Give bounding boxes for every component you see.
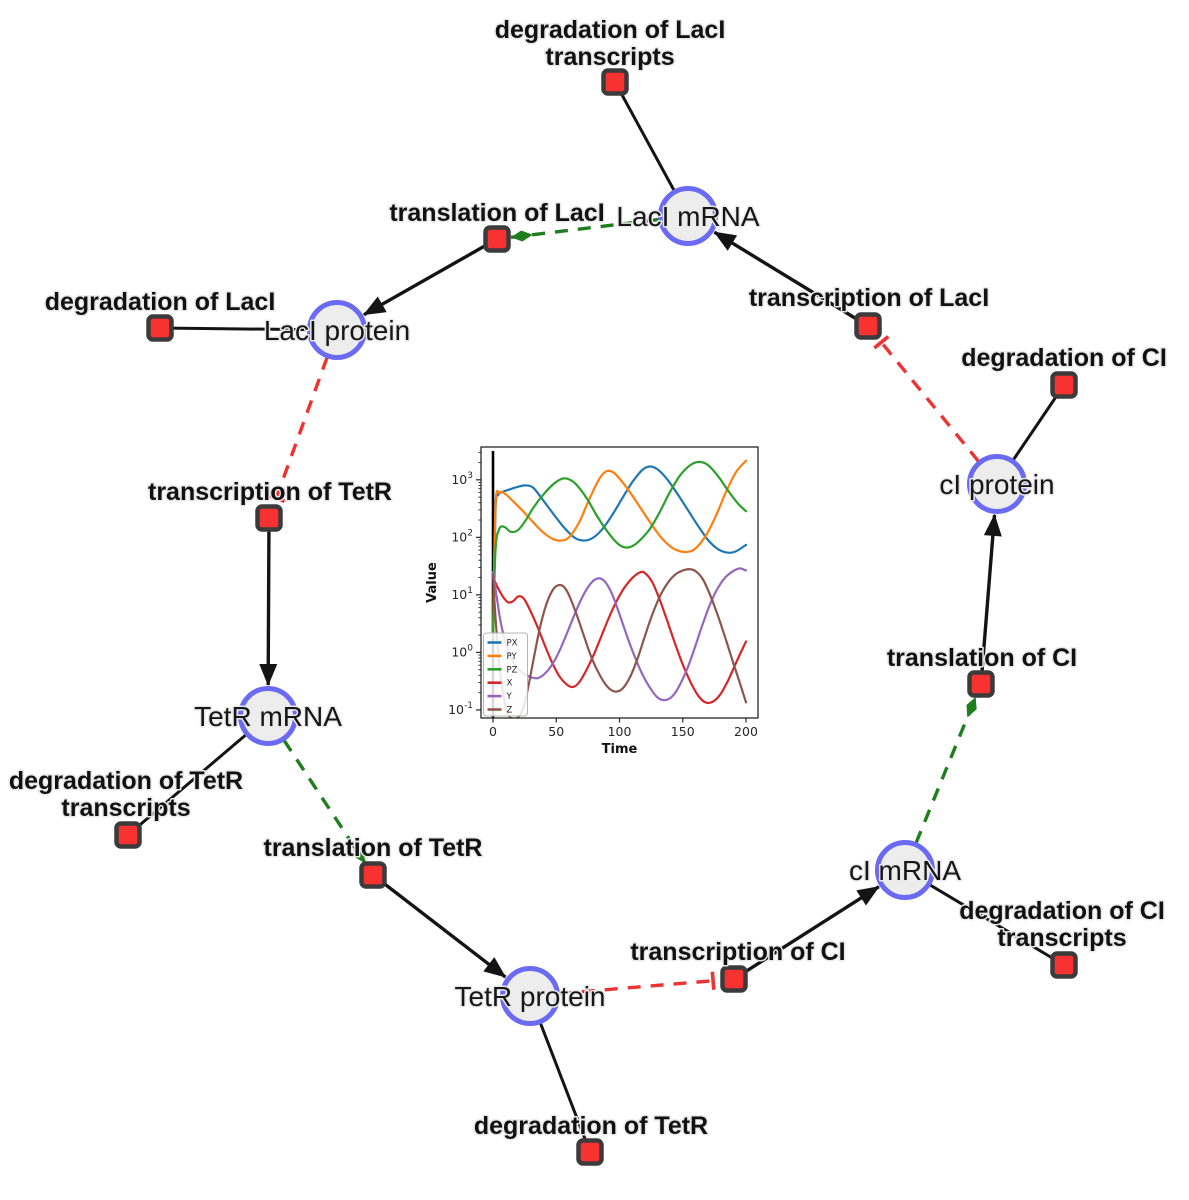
x-tick-label-150: 150 [671, 724, 695, 739]
reaction-label-tl_tetr-line0: translation of TetR [264, 834, 483, 862]
reaction-label-deg_laci_tr-line1: transcripts [545, 43, 674, 71]
edge-production-tc_ci-to-ci_mrna [733, 885, 880, 981]
y-tick-label-1e3: 103 [451, 471, 473, 487]
labels-layer: LacI mRNA LacI protein TetR mRNA TetR prote… [7, 15, 1168, 1142]
edge-modifier-laci_mrna-to-tl_laci [510, 217, 660, 242]
species-node-tetr_protein[interactable] [500, 966, 560, 1026]
edge-production-tl_tetr-to-tetr_protein [371, 873, 507, 979]
species-label-laci_mrna: LacI mRNA [616, 201, 759, 232]
species-node-ci_protein[interactable] [967, 454, 1027, 514]
species-label-ci_mrna: cI mRNA [849, 855, 961, 886]
edge-consumption-tetr_mrna-to-deg_tetr_tr [127, 714, 269, 837]
y-tick-label-1e0: 100 [451, 643, 473, 659]
x-tick-label-100: 100 [608, 724, 632, 739]
edge-production-tl_ci-to-ci_protein [979, 513, 1002, 685]
series-curve-PY [491, 459, 748, 639]
reaction-node-tc_tetr[interactable] [255, 504, 283, 532]
edge-inhibition-laci_protein-to-tc_tetr [267, 356, 329, 504]
edge-inhibition-tetr_protein-to-tc_ci [558, 971, 716, 996]
species-label-ci_protein: cI protein [939, 469, 1054, 500]
x-tick-label-200: 200 [734, 724, 758, 739]
legend-entry-PX: PX [507, 639, 518, 649]
reaction-label-tl_ci-line0: translation of CI [887, 644, 1077, 672]
legend-entry-Y: Y [506, 692, 513, 702]
reaction-label-deg_ci-line0: degradation of CI [961, 344, 1167, 372]
species-label-tetr_mrna: TetR mRNA [194, 701, 342, 732]
species-node-tetr_mrna[interactable] [238, 686, 298, 746]
edge-production-tc_laci-to-laci_mrna [713, 230, 869, 328]
series-curve-PZ [491, 460, 748, 639]
reaction-label-tc_ci-line0: transcription of CI [630, 938, 845, 966]
legend-box [483, 632, 528, 717]
species-label-laci_protein: LacI protein [264, 315, 410, 346]
reaction-node-deg_tetr[interactable] [576, 1138, 604, 1166]
reaction-label-tc_laci-line0: transcription of LacI [749, 284, 989, 312]
legend-entry-Z: Z [507, 706, 513, 716]
reaction-label-tl_laci-line0: translation of LacI [389, 199, 604, 227]
reaction-label-deg_laci_tr-line0: degradation of LacI [495, 16, 726, 44]
edge-production-tl_laci-to-laci_protein [363, 237, 498, 317]
x-tick-label-0: 0 [489, 724, 497, 739]
reaction-node-tl_laci[interactable] [483, 225, 511, 253]
reaction-label-deg_tetr_tr-line0: degradation of TetR [9, 767, 243, 795]
edge-modifier-ci_mrna-to-tl_ci [914, 696, 978, 844]
legend-entry-PY: PY [507, 652, 518, 662]
series-curve-X [491, 570, 748, 705]
reaction-node-tc_ci[interactable] [720, 965, 748, 993]
reaction-node-deg_ci_tr[interactable] [1050, 951, 1078, 979]
species-node-laci_mrna[interactable] [658, 186, 718, 246]
legend-entry-X: X [507, 679, 513, 689]
reaction-label-deg_tetr-line0: degradation of TetR [474, 1112, 708, 1140]
reaction-label-deg_tetr_tr-line1: transcripts [61, 794, 190, 822]
reaction-node-deg_tetr_tr[interactable] [114, 821, 142, 849]
reaction-node-tl_ci[interactable] [967, 670, 995, 698]
x-tick-label-50: 50 [548, 724, 564, 739]
reaction-label-deg_ci_tr-line0: degradation of CI [959, 897, 1165, 925]
reaction-label-deg_ci_tr-line1: transcripts [997, 924, 1126, 952]
y-axis-label: Value [425, 562, 440, 603]
edge-modifier-tetr_mrna-to-tl_tetr [282, 739, 367, 865]
simulation-inset-plot: 0 50 100 150 200 10-1 100 101 102 103 Time Value PX P… [421, 435, 778, 776]
edge-inhibition-ci_protein-to-tc_laci [873, 335, 980, 463]
species-node-laci_protein[interactable] [307, 300, 367, 360]
edge-consumption-ci_mrna-to-deg_ci_tr [904, 868, 1065, 967]
species-node-ci_mrna[interactable] [875, 840, 935, 900]
species-label-tetr_protein: TetR protein [455, 981, 606, 1012]
reaction-node-tc_laci[interactable] [854, 312, 882, 340]
reaction-node-deg_ci[interactable] [1050, 371, 1078, 399]
reaction-node-deg_laci_tr[interactable] [601, 68, 629, 96]
y-tick-label-1e1: 101 [451, 586, 473, 602]
reaction-node-deg_laci[interactable] [146, 314, 174, 342]
reaction-node-tl_tetr[interactable] [359, 861, 387, 889]
nodes-layer [114, 68, 1078, 1166]
legend-entry-PZ: PZ [507, 665, 518, 675]
y-tick-label-1e2: 102 [451, 528, 473, 544]
reaction-label-tc_tetr-line0: transcription of TetR [148, 478, 392, 506]
y-tick-label-1e-1: 10-1 [448, 701, 473, 717]
x-axis-label: Time [602, 742, 638, 757]
reaction-label-deg_laci-line0: degradation of LacI [45, 288, 276, 316]
edge-production-tc_tetr-to-tetr_mrna [259, 517, 278, 687]
